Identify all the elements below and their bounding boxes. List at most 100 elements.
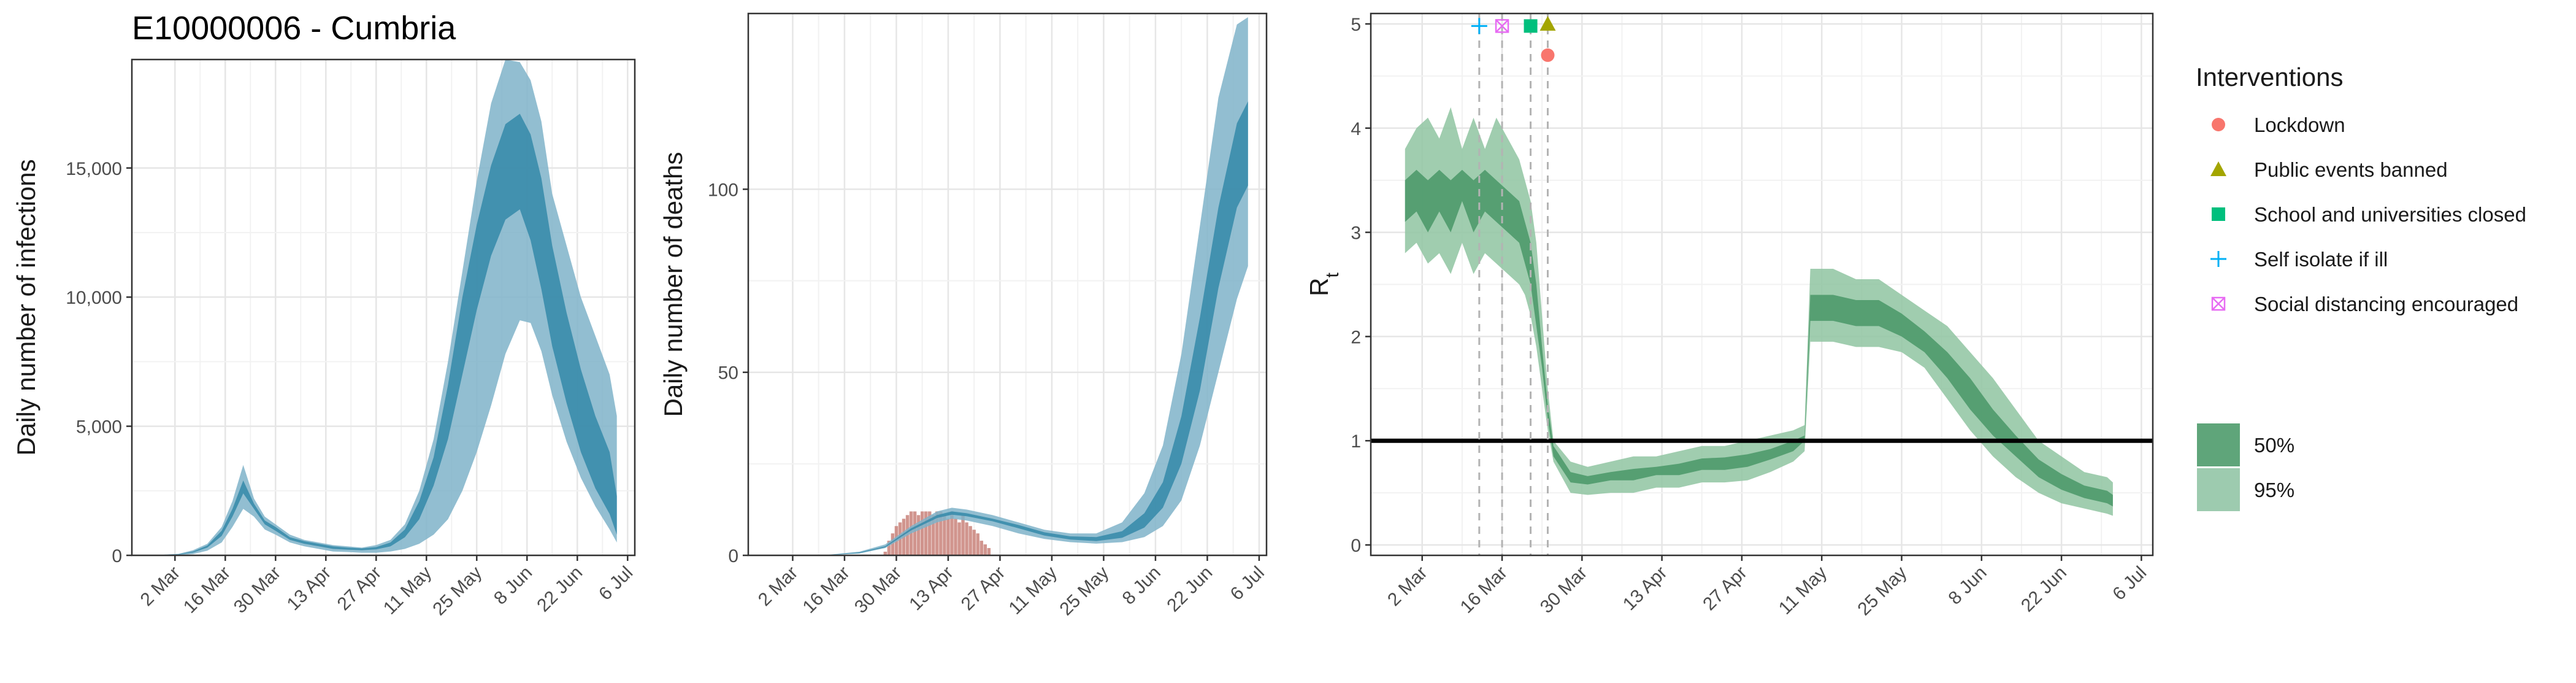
x-tick-label: 8 Jun (1119, 563, 1165, 609)
panel-border (747, 12, 1268, 557)
observed-death-bar (968, 526, 972, 555)
legend-band-label: 95% (2254, 479, 2294, 501)
x-tick-label: 11 May (1775, 563, 1831, 619)
observed-death-bar (950, 511, 954, 555)
legend-key-boxcross (2211, 296, 2226, 311)
x-tick-label: 25 May (1854, 563, 1911, 620)
observed-death-bar (961, 515, 965, 555)
x-tick-label: 11 May (380, 563, 435, 619)
intervention-marker-boxcross (1495, 19, 1509, 33)
observed-death-bar (924, 511, 928, 555)
panel-border (131, 58, 636, 557)
observed-death-bar (932, 515, 935, 555)
rt-panel: 0 1 2 3 4 5 2 Mar 16 Mar 30 Mar 13 Apr 27 Apr 11 Ma… (1305, 12, 2154, 620)
observed-death-bar (943, 515, 946, 555)
x-tick-label: 25 May (1056, 563, 1113, 620)
legend-label: Self isolate if ill (2254, 248, 2388, 271)
x-tick-label: 11 May (1005, 563, 1061, 619)
x-tick-label: 22 Jun (2017, 563, 2071, 616)
x-tick-label: 16 Mar (1457, 563, 1511, 617)
x-tick-label: 8 Jun (1945, 563, 1991, 609)
observed-death-bar (887, 541, 891, 555)
y-tick-label: 2 (1351, 327, 1361, 347)
x-tick-label: 27 Apr (1699, 563, 1751, 615)
observed-death-bar (972, 530, 976, 555)
y-tick-label: 100 (708, 180, 738, 200)
observed-death-bar (920, 511, 924, 555)
x-tick-label: 27 Apr (334, 563, 386, 615)
legend-label: Social distancing encouraged (2254, 293, 2518, 315)
observed-death-bar (987, 548, 991, 555)
legend-key-square (2212, 207, 2225, 221)
x-tick-label: 13 Apr (905, 563, 957, 615)
y-axis-title-subscript: t (1322, 272, 1343, 278)
x-tick-label: 6 Jul (2109, 563, 2150, 604)
observed-death-bar (916, 515, 921, 555)
x-tick-label: 2 Mar (754, 563, 802, 611)
x-tick-label: 30 Mar (230, 563, 285, 617)
y-axis-title: Daily number of deaths (659, 152, 688, 417)
figure-title: E10000006 - Cumbria (132, 10, 456, 47)
observed-death-bar (939, 511, 943, 555)
observed-death-bar (913, 511, 917, 555)
legend-band-swatch (2197, 468, 2240, 511)
legend-title: Interventions (2196, 63, 2343, 91)
x-tick-label: 2 Mar (1384, 563, 1432, 611)
x-tick-label: 16 Mar (799, 563, 854, 617)
observed-death-bar (983, 544, 987, 555)
legend-key-plus (2210, 251, 2226, 267)
observed-death-bar (883, 552, 887, 555)
y-tick-label: 50 (718, 363, 738, 384)
x-tick-label: 6 Jul (595, 563, 637, 604)
observed-death-bar (946, 519, 950, 555)
observed-death-bar (976, 533, 979, 555)
observed-death-bar (957, 522, 961, 555)
intervention-marker-circle (1541, 48, 1555, 62)
observed-death-bar (928, 511, 932, 555)
legend-key-circle (2212, 118, 2225, 131)
observed-death-bar (891, 533, 895, 555)
x-tick-label: 30 Mar (1536, 563, 1591, 617)
legend-label: School and universities closed (2254, 203, 2526, 226)
legend-band-label: 50% (2254, 434, 2294, 457)
y-axis-title: Daily number of infections (12, 159, 40, 455)
legend: Interventions Lockdown Public events banne… (2196, 63, 2526, 511)
inner-credible-band (1405, 169, 2113, 507)
legend-label: Lockdown (2254, 114, 2345, 136)
x-tick-label: 27 Apr (957, 563, 1010, 615)
y-tick-label: 5,000 (76, 417, 122, 438)
legend-band-swatch (2197, 423, 2240, 466)
legend-label: Public events banned (2254, 158, 2448, 181)
y-tick-label: 1 (1351, 431, 1361, 452)
y-tick-label: 0 (728, 546, 738, 566)
y-axis-title: Rt (1305, 272, 1343, 296)
x-tick-label: 6 Jul (1227, 563, 1268, 604)
y-tick-label: 5 (1351, 15, 1361, 35)
x-tick-label: 8 Jun (490, 563, 536, 609)
x-tick-label: 30 Mar (851, 563, 905, 617)
intervention-marker-square (1524, 19, 1538, 33)
legend-key-triangle (2210, 161, 2226, 177)
y-tick-label: 4 (1351, 119, 1361, 139)
observed-death-bar (979, 541, 983, 555)
panel-border (1370, 12, 2154, 557)
y-tick-label: 10,000 (66, 288, 122, 308)
x-tick-label: 22 Jun (1163, 563, 1216, 616)
intervention-marker-plus (1471, 18, 1487, 34)
x-tick-label: 13 Apr (1619, 563, 1671, 615)
observed-death-bar (965, 522, 968, 555)
observed-death-bar (954, 519, 957, 555)
x-tick-label: 16 Mar (180, 563, 234, 617)
y-tick-label: 3 (1351, 223, 1361, 244)
intervention-marker-triangle (1539, 15, 1556, 31)
x-tick-label: 25 May (429, 563, 486, 620)
x-tick-label: 22 Jun (533, 563, 586, 616)
y-tick-label: 0 (112, 546, 122, 566)
x-tick-label: 13 Apr (283, 563, 335, 615)
observed-death-bar (935, 511, 939, 555)
y-tick-label: 15,000 (66, 159, 122, 179)
y-tick-label: 0 (1351, 536, 1361, 556)
